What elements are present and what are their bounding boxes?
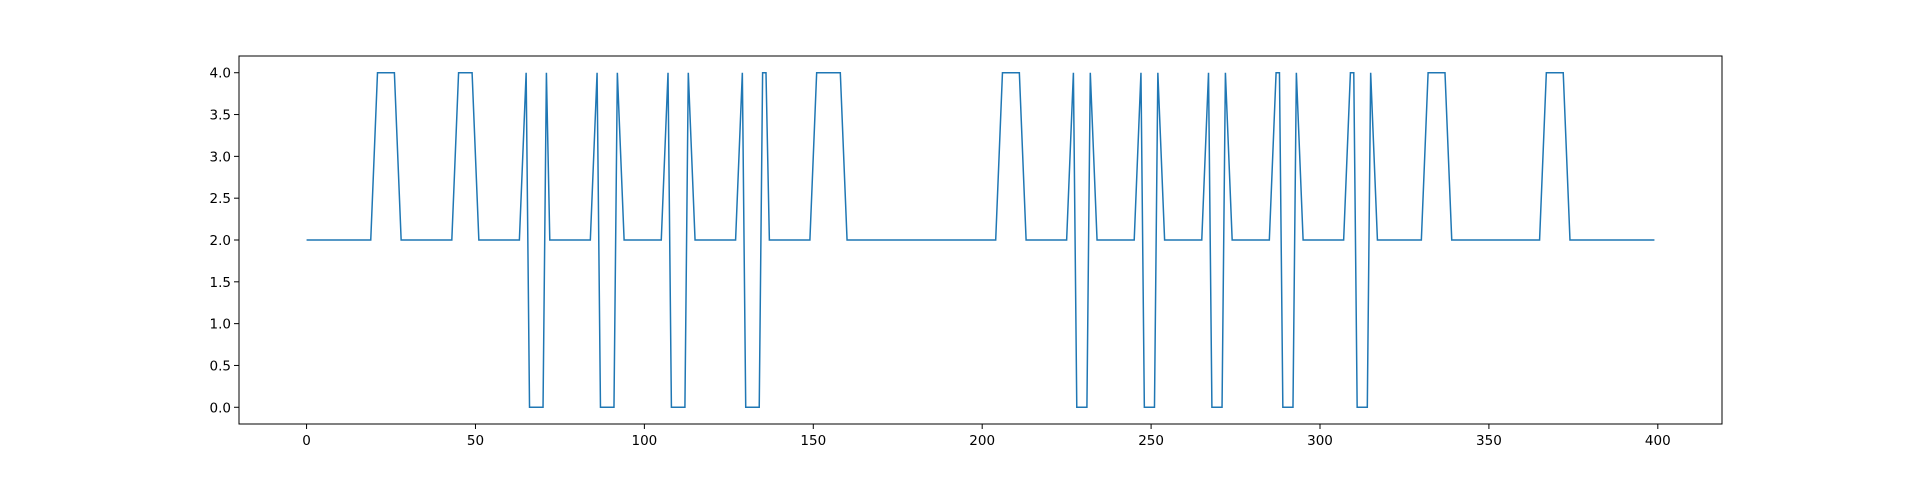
x-tick-label: 100 [631,433,657,449]
plot-area-frame [238,55,1723,425]
y-tick-label: 1.5 [210,275,231,291]
y-tick-label: 0.0 [210,400,231,416]
y-tick-label: 3.5 [210,108,231,124]
x-tick-label: 50 [467,433,484,449]
y-tick-label: 2.0 [210,233,231,249]
x-tick-label: 200 [969,433,995,449]
y-tick-label: 2.5 [210,191,231,207]
x-tick-label: 0 [302,433,311,449]
x-tick-label: 150 [800,433,826,449]
x-axis: 0 50 100 150 200 250 300 350 400 [302,424,1671,449]
y-tick-label: 1.0 [210,317,231,333]
x-tick-label: 350 [1476,433,1502,449]
y-tick-label: 4.0 [210,66,231,82]
series-line [306,71,1655,409]
x-tick-label: 300 [1307,433,1333,449]
x-tick-label: 400 [1645,433,1671,449]
y-tick-label: 3.0 [210,149,231,165]
y-tick-label: 0.5 [210,358,231,374]
y-axis: 0.0 0.5 1.0 1.5 2.0 2.5 3.0 3.5 4.0 [210,66,239,416]
x-tick-label: 250 [1138,433,1164,449]
